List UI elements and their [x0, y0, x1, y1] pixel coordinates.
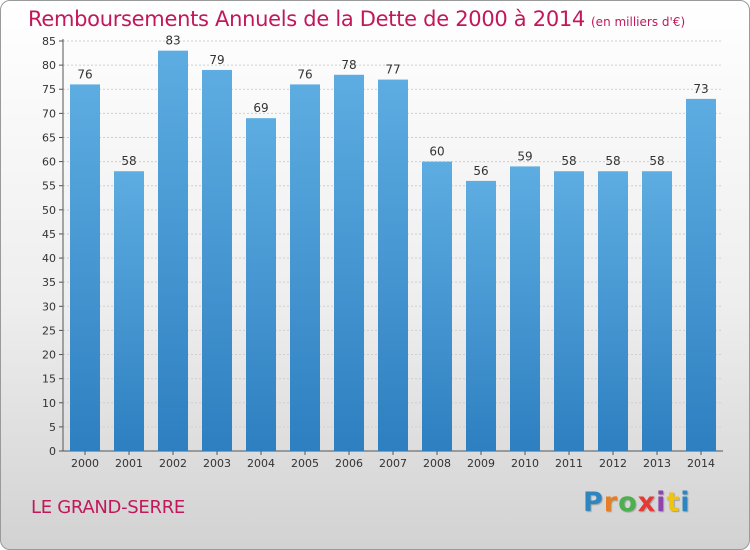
subtitle-text: (en milliers d'€)	[591, 15, 686, 29]
x-tick-label: 2013	[643, 457, 671, 470]
bar-value-label: 58	[121, 154, 136, 168]
x-tick-label: 2007	[379, 457, 407, 470]
bar-value-label: 73	[693, 82, 708, 96]
x-tick-label: 2005	[291, 457, 319, 470]
bar	[158, 50, 188, 451]
bar	[510, 166, 540, 452]
x-tick-label: 2002	[159, 457, 187, 470]
bar-value-label: 59	[517, 149, 532, 163]
x-tick-label: 2010	[511, 457, 539, 470]
bar	[686, 98, 716, 451]
x-tick-label: 2001	[115, 457, 143, 470]
town-name: LE GRAND-SERRE	[31, 497, 185, 518]
logo-letter: i	[656, 487, 667, 518]
bar-value-label: 58	[561, 154, 576, 168]
y-tick-label: 0	[49, 445, 56, 458]
y-tick-label: 80	[42, 59, 56, 72]
logo-letter: t	[666, 487, 681, 518]
y-tick-label: 45	[42, 228, 56, 241]
y-tick-label: 75	[42, 83, 56, 96]
bar-value-label: 78	[341, 58, 356, 72]
x-tick-label: 2012	[599, 457, 627, 470]
y-tick-label: 60	[42, 156, 56, 169]
logo-letter: o	[618, 487, 638, 518]
y-tick-label: 20	[42, 349, 56, 362]
y-tick-label: 70	[42, 107, 56, 120]
y-tick-labels: 0 5 10 15 20 25 30 35 40 45 50 55 60 65 70 75 80 85	[42, 35, 63, 458]
logo-letter: x	[637, 487, 657, 518]
bar	[246, 118, 276, 452]
x-tick-label: 2000	[71, 457, 99, 470]
x-tick-label: 2009	[467, 457, 495, 470]
y-tick-label: 5	[49, 421, 56, 434]
y-tick-label: 65	[42, 131, 56, 144]
bar-value-label: 58	[605, 154, 620, 168]
y-tick-label: 30	[42, 300, 56, 313]
chart-title: Remboursements Annuels de la Dette de 20…	[28, 7, 685, 31]
bar-value-label: 69	[253, 101, 268, 115]
y-tick-label: 40	[42, 252, 56, 265]
bar-value-label: 83	[165, 34, 180, 48]
bar	[642, 171, 672, 451]
bar	[290, 84, 320, 451]
bar	[598, 171, 628, 451]
bar-value-label: 58	[649, 154, 664, 168]
bar	[378, 79, 408, 452]
y-tick-label: 25	[42, 324, 56, 337]
bar-value-label: 79	[209, 53, 224, 67]
bar-value-label: 56	[473, 164, 488, 178]
proxiti-logo: Proxiti	[583, 487, 691, 518]
bar-value-label: 76	[297, 67, 312, 81]
y-tick-label: 10	[42, 397, 56, 410]
y-tick-label: 55	[42, 180, 56, 193]
x-tick-label: 2006	[335, 457, 363, 470]
bar	[70, 84, 100, 451]
x-tick-label: 2014	[687, 457, 715, 470]
logo-letter: i	[680, 487, 691, 518]
y-tick-label: 50	[42, 204, 56, 217]
x-tick-label: 2011	[555, 457, 583, 470]
title-text: Remboursements Annuels de la Dette de 20…	[28, 7, 585, 31]
logo-letter: r	[603, 487, 619, 518]
x-tick-label: 2008	[423, 457, 451, 470]
logo-letter: P	[583, 487, 604, 518]
bar	[422, 161, 452, 451]
bar-value-label: 77	[385, 63, 400, 77]
bar	[202, 69, 232, 452]
x-tick-label: 2004	[247, 457, 275, 470]
bar	[466, 180, 496, 451]
bar	[334, 74, 364, 451]
bar-value-label: 60	[429, 145, 444, 159]
bar	[554, 171, 584, 451]
bar	[114, 171, 144, 451]
y-tick-label: 15	[42, 373, 56, 386]
bars	[70, 50, 716, 452]
y-tick-label: 35	[42, 276, 56, 289]
data-labels: 76 58 83 79 69 76 78 77 60 56 59 58 58 58 73	[77, 34, 708, 178]
x-tick-label: 2003	[203, 457, 231, 470]
y-tick-label: 85	[42, 35, 56, 48]
bar-value-label: 76	[77, 67, 92, 81]
x-tick-labels: 2000 2001 2002 2003 2004 2005 2006 2007 2008 2009…	[71, 451, 715, 470]
